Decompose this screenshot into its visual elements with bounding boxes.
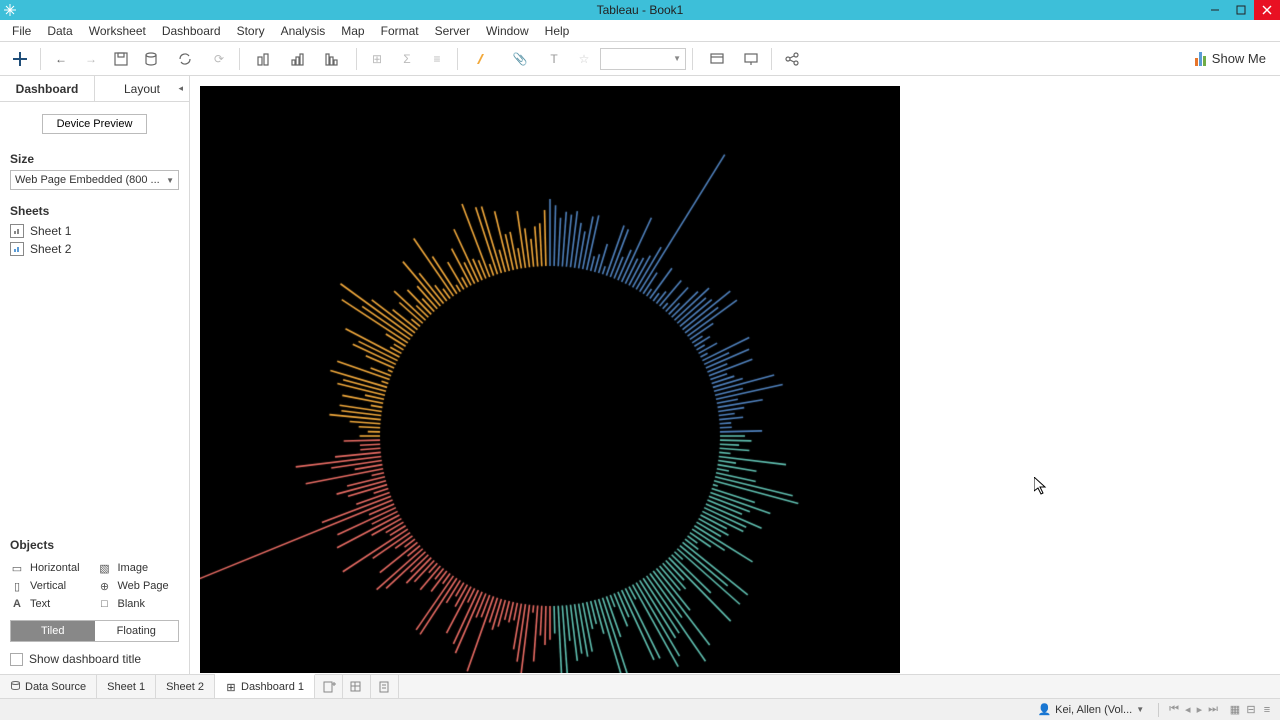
new-data-button[interactable] [137, 46, 165, 72]
object-horizontal[interactable]: ▭Horizontal [10, 560, 92, 576]
dashboard-icon: ⊞ [225, 681, 237, 693]
menu-server[interactable]: Server [427, 22, 478, 40]
user-icon: 👤 [1037, 703, 1051, 716]
data-source-icon [10, 680, 21, 694]
cursor-icon [1034, 477, 1050, 500]
tab-sheet-1[interactable]: Sheet 1 [97, 675, 156, 698]
show-title-checkbox[interactable] [10, 653, 23, 666]
object-webpage[interactable]: ⊕Web Page [98, 578, 180, 594]
menu-format[interactable]: Format [373, 22, 427, 40]
menu-analysis[interactable]: Analysis [273, 22, 334, 40]
maximize-button[interactable] [1228, 0, 1254, 20]
menu-map[interactable]: Map [333, 22, 372, 40]
view-filmstrip-icon[interactable]: ⊟ [1244, 703, 1258, 717]
star-icon[interactable]: ☆ [570, 46, 598, 72]
webpage-icon: ⊕ [98, 579, 112, 593]
size-select[interactable]: Web Page Embedded (800 ...▼ [10, 170, 179, 190]
object-blank[interactable]: □Blank [98, 596, 180, 612]
tile-toggle: Tiled Floating [10, 620, 179, 642]
nav-prev-icon[interactable]: ◂ [1183, 703, 1193, 716]
new-worksheet-button[interactable] [315, 675, 343, 698]
nav-last-icon[interactable]: ⏭ [1206, 703, 1220, 716]
device-preview-button[interactable]: Device Preview [42, 114, 148, 134]
refresh-cancel-icon[interactable]: ⟳ [205, 46, 233, 72]
show-me-label: Show Me [1212, 51, 1266, 66]
horizontal-icon: ▭ [10, 561, 24, 575]
object-vertical[interactable]: ▯Vertical [10, 578, 92, 594]
view-tabs-icon[interactable]: ▦ [1228, 703, 1242, 717]
object-text[interactable]: AText [10, 596, 92, 612]
group-icon[interactable]: ⊞ [363, 46, 391, 72]
status-bar: 👤Kei, Allen (Vol...▼ ⏮ ◂ ▸ ⏭ ▦ ⊟ ≡ [0, 698, 1280, 720]
tab-layout[interactable]: Layout◂ [95, 76, 189, 101]
toolbar: ← → ⟳ ⊞ Σ ≡ 📎 T ☆ ▼ Show Me [0, 42, 1280, 76]
sheet-icon [10, 242, 24, 256]
tab-dashboard[interactable]: Dashboard [0, 76, 95, 101]
share-icon[interactable] [778, 46, 806, 72]
menu-story[interactable]: Story [229, 22, 273, 40]
object-image[interactable]: ▧Image [98, 560, 180, 576]
back-button[interactable]: ← [47, 46, 75, 72]
close-button[interactable] [1254, 0, 1280, 20]
tab-dashboard-1[interactable]: ⊞Dashboard 1 [215, 674, 315, 698]
sheet-item-2[interactable]: Sheet 2 [10, 240, 179, 258]
data-source-tab[interactable]: Data Source [0, 675, 97, 698]
sheet-item-1[interactable]: Sheet 1 [10, 222, 179, 240]
nav-first-icon[interactable]: ⏮ [1167, 703, 1181, 716]
sheet-tabs: Data Source Sheet 1 Sheet 2 ⊞Dashboard 1 [0, 674, 1280, 698]
vertical-icon: ▯ [10, 579, 24, 593]
dashboard-canvas[interactable] [190, 76, 1280, 674]
tiled-option[interactable]: Tiled [11, 621, 95, 641]
view-controls: ▦ ⊟ ≡ [1228, 703, 1274, 717]
menu-window[interactable]: Window [478, 22, 537, 40]
image-icon: ▧ [98, 561, 112, 575]
menu-worksheet[interactable]: Worksheet [81, 22, 154, 40]
new-story-button[interactable] [371, 675, 399, 698]
nav-next-icon[interactable]: ▸ [1195, 703, 1205, 716]
tableau-logo-icon[interactable] [6, 46, 34, 72]
text-icon[interactable]: T [540, 46, 568, 72]
user-menu[interactable]: 👤Kei, Allen (Vol...▼ [1031, 703, 1150, 716]
radial-chart [200, 86, 900, 673]
view-sort-icon[interactable]: ≡ [1260, 703, 1274, 717]
refresh-button[interactable] [167, 46, 203, 72]
swap-button[interactable] [246, 46, 282, 72]
abc-icon[interactable]: ≡ [423, 46, 451, 72]
blank-icon: □ [98, 597, 112, 611]
presentation-icon[interactable] [737, 46, 765, 72]
minimize-button[interactable] [1202, 0, 1228, 20]
nav-controls: ⏮ ◂ ▸ ⏭ [1167, 703, 1220, 716]
menu-file[interactable]: File [4, 22, 39, 40]
highlight-icon[interactable] [464, 46, 500, 72]
totals-icon[interactable]: Σ [393, 46, 421, 72]
menu-dashboard[interactable]: Dashboard [154, 22, 229, 40]
tab-sheet-2[interactable]: Sheet 2 [156, 675, 215, 698]
side-panel: Dashboard Layout◂ Device Preview Size We… [0, 76, 190, 674]
text-icon: A [10, 597, 24, 611]
sort-desc-button[interactable] [314, 46, 350, 72]
new-dashboard-button[interactable] [343, 675, 371, 698]
fit-dropdown[interactable] [699, 46, 735, 72]
sheet-icon [10, 224, 24, 238]
menubar: File Data Worksheet Dashboard Story Anal… [0, 20, 1280, 42]
show-title-label: Show dashboard title [29, 652, 141, 666]
floating-option[interactable]: Floating [95, 621, 179, 641]
app-icon [2, 2, 18, 18]
forward-button[interactable]: → [77, 46, 105, 72]
pin-icon[interactable]: 📎 [502, 46, 538, 72]
show-me-button[interactable]: Show Me [1187, 51, 1274, 66]
size-label: Size [10, 152, 179, 166]
window-title: Tableau - Book1 [597, 3, 684, 17]
objects-label: Objects [10, 538, 179, 552]
titlebar: Tableau - Book1 [0, 0, 1280, 20]
menu-help[interactable]: Help [537, 22, 578, 40]
save-button[interactable] [107, 46, 135, 72]
menu-data[interactable]: Data [39, 22, 80, 40]
highlight-dropdown[interactable]: ▼ [600, 48, 686, 70]
show-me-icon [1195, 52, 1206, 66]
sort-asc-button[interactable] [284, 46, 312, 72]
sheets-label: Sheets [10, 204, 179, 218]
